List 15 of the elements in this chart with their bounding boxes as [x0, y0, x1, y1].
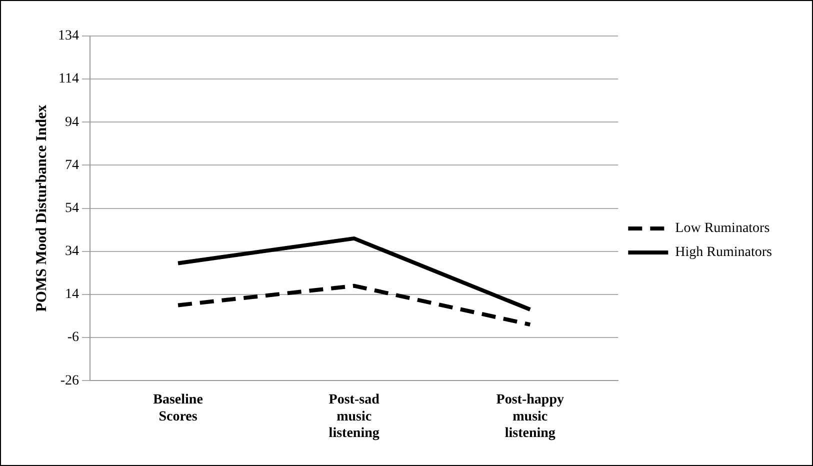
legend-label: High Ruminators — [675, 245, 772, 260]
y-axis-title: POMS Mood Disturbance Index — [34, 104, 50, 312]
y-tick-label: 114 — [58, 72, 79, 87]
y-tick-label: -26 — [60, 373, 79, 388]
y-tick-label: 134 — [58, 28, 79, 44]
y-tick-label: 14 — [65, 287, 79, 302]
y-tick-label: 54 — [65, 200, 79, 216]
y-tick-label: 74 — [65, 158, 79, 173]
legend-label: Low Ruminators — [675, 221, 770, 236]
y-tick-label: 34 — [65, 244, 79, 260]
y-tick-label: -6 — [67, 330, 79, 346]
x-tick-label: Post-sad music listening — [328, 392, 380, 442]
x-tick-label: Baseline Scores — [153, 392, 203, 424]
y-tick-label: 94 — [65, 114, 79, 130]
x-tick-label: Post-happy music listening — [496, 392, 564, 442]
